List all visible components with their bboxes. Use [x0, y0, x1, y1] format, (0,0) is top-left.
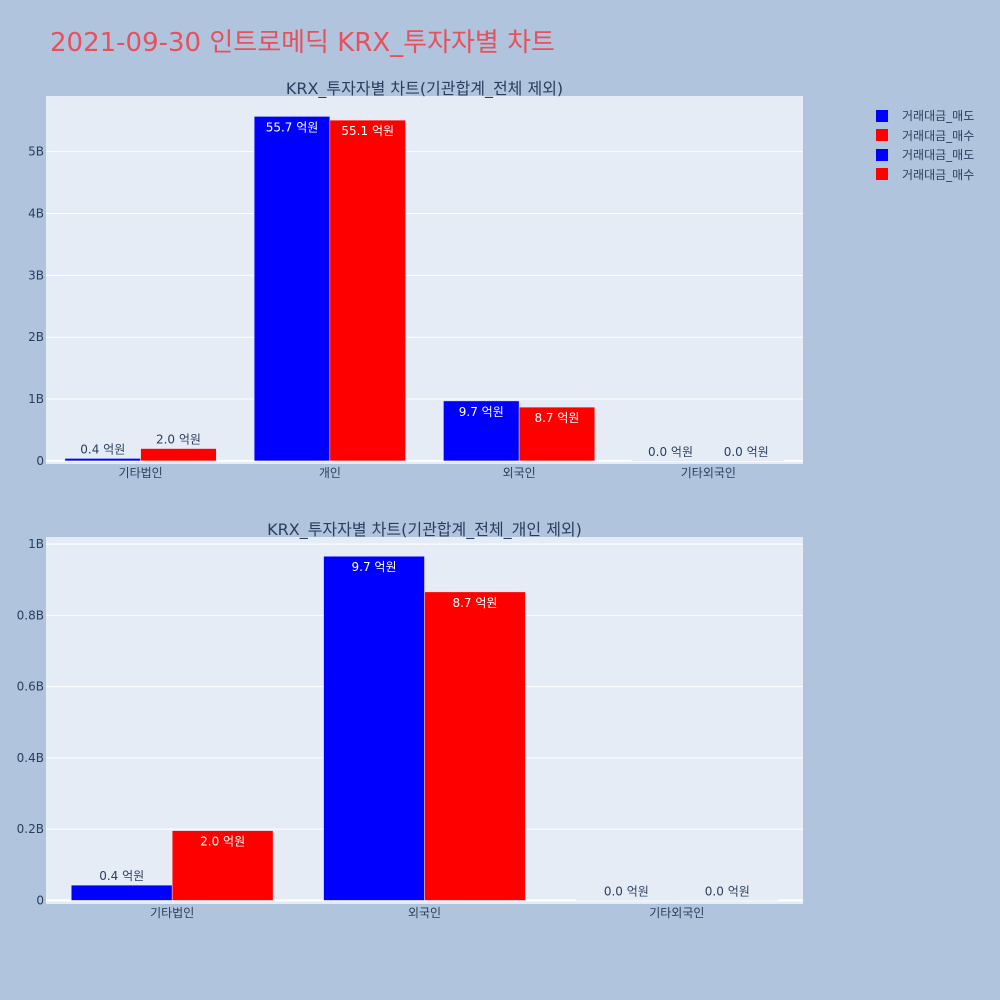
bar: [632, 460, 709, 462]
subplot-title: KRX_투자자별 차트(기관합계_전체 제외): [286, 79, 563, 99]
chart-panel: 0 1B 2B 3B 4B 5B KRX_투자자별 차트(기관합계_전체 제외) 기타법인 0.…: [28, 79, 803, 480]
bar: [708, 460, 785, 462]
y-tick-label: 4B: [28, 207, 44, 221]
x-tick-label: 기타법인: [150, 906, 194, 920]
legend-label: 거래대금_매도: [902, 148, 975, 163]
data-label: 2.0 억원: [200, 835, 245, 849]
legend-item[interactable]: 거래대금_매수: [876, 126, 974, 146]
data-label: 55.1 억원: [341, 124, 394, 138]
bar: [323, 555, 425, 901]
bar: [443, 400, 520, 462]
data-label: 8.7 억원: [452, 596, 497, 610]
bar: [329, 119, 406, 462]
y-tick-label: 0: [36, 454, 44, 468]
bar: [70, 884, 173, 901]
x-tick-label: 기타외국인: [681, 466, 736, 480]
legend-label: 거래대금_매도: [902, 109, 975, 124]
legend-item[interactable]: 거래대금_매도: [876, 145, 974, 165]
bar: [171, 830, 274, 901]
bar: [676, 899, 779, 901]
legend-swatch: [876, 109, 888, 122]
y-tick-label: 3B: [28, 268, 44, 282]
data-label: 0.4 억원: [99, 869, 144, 883]
y-tick-label: 0.4B: [17, 751, 44, 765]
data-label: 0.0 억원: [724, 445, 769, 459]
y-tick-label: 1B: [28, 537, 44, 551]
legend-item[interactable]: 거래대금_매수: [876, 165, 974, 185]
legend-swatch: [876, 129, 888, 142]
bar: [140, 448, 217, 462]
x-tick-label: 개인: [319, 466, 341, 480]
data-label: 9.7 억원: [352, 560, 397, 574]
y-tick-label: 0.2B: [17, 822, 44, 836]
data-label: 8.7 억원: [534, 411, 579, 425]
legend-swatch: [876, 148, 888, 161]
y-tick-label: 0.8B: [17, 608, 44, 622]
x-tick-label: 외국인: [503, 466, 536, 480]
y-tick-label: 0.6B: [17, 680, 44, 694]
y-tick-label: 2B: [28, 330, 44, 344]
legend-label: 거래대금_매수: [902, 128, 975, 143]
data-label: 0.0 억원: [604, 884, 649, 898]
data-label: 9.7 억원: [459, 405, 504, 419]
page-title: 2021-09-30 인트로메딕 KRX_투자자별 차트: [50, 28, 555, 58]
x-tick-label: 외국인: [408, 906, 441, 920]
bar: [253, 116, 331, 462]
x-tick-label: 기타법인: [119, 466, 163, 480]
legend-item[interactable]: 거래대금_매도: [876, 106, 974, 126]
bar: [575, 899, 678, 901]
y-tick-label: 1B: [28, 392, 44, 406]
legend-label: 거래대금_매수: [902, 167, 975, 182]
subplot-title: KRX_투자자별 차트(기관합계_전체_개인 제외): [267, 520, 582, 540]
y-tick-label: 5B: [28, 145, 44, 159]
data-label: 0.0 억원: [648, 445, 693, 459]
legend: 거래대금_매도 거래대금_매수 거래대금_매도 거래대금_매수: [876, 106, 974, 184]
data-label: 2.0 억원: [156, 433, 201, 447]
bar: [64, 458, 141, 462]
x-tick-label: 기타외국인: [649, 906, 704, 920]
bar: [518, 406, 596, 462]
y-tick-label: 0: [36, 893, 44, 907]
legend-swatch: [876, 168, 888, 181]
data-label: 0.0 억원: [705, 884, 750, 898]
data-label: 0.4 억원: [80, 442, 125, 456]
plot-area: [46, 96, 803, 464]
data-label: 55.7 억원: [266, 120, 319, 134]
chart-panel: 0 0.2B 0.4B 0.6B 0.8B 1B KRX_투자자별 차트(기관합계_전체_개…: [17, 520, 803, 920]
bar: [424, 591, 526, 901]
